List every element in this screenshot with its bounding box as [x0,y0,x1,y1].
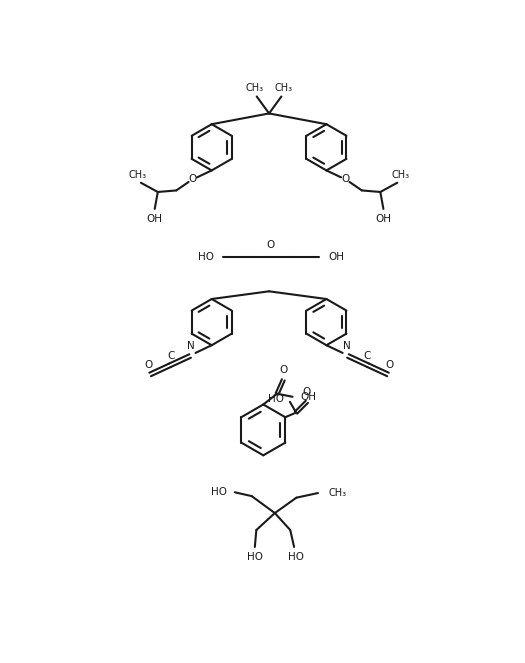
Text: C: C [167,351,175,361]
Text: OH: OH [300,392,316,402]
Text: CH₃: CH₃ [129,170,147,180]
Text: CH₃: CH₃ [329,488,347,498]
Text: HO: HO [198,253,214,263]
Text: CH₃: CH₃ [275,83,293,93]
Text: O: O [385,360,394,370]
Text: N: N [187,341,195,351]
Text: O: O [144,360,153,370]
Text: O: O [303,387,311,397]
Text: HO: HO [211,487,227,497]
Text: CH₃: CH₃ [245,83,264,93]
Text: HO: HO [247,552,263,562]
Text: OH: OH [328,253,344,263]
Text: OH: OH [146,213,163,223]
Text: OH: OH [375,213,392,223]
Text: O: O [279,365,287,375]
Text: N: N [343,341,351,351]
Text: HO: HO [268,394,284,404]
Text: C: C [363,351,371,361]
Text: HO: HO [288,552,303,562]
Text: O: O [267,241,275,251]
Text: O: O [342,174,350,184]
Text: O: O [188,174,196,184]
Text: CH₃: CH₃ [391,170,410,180]
